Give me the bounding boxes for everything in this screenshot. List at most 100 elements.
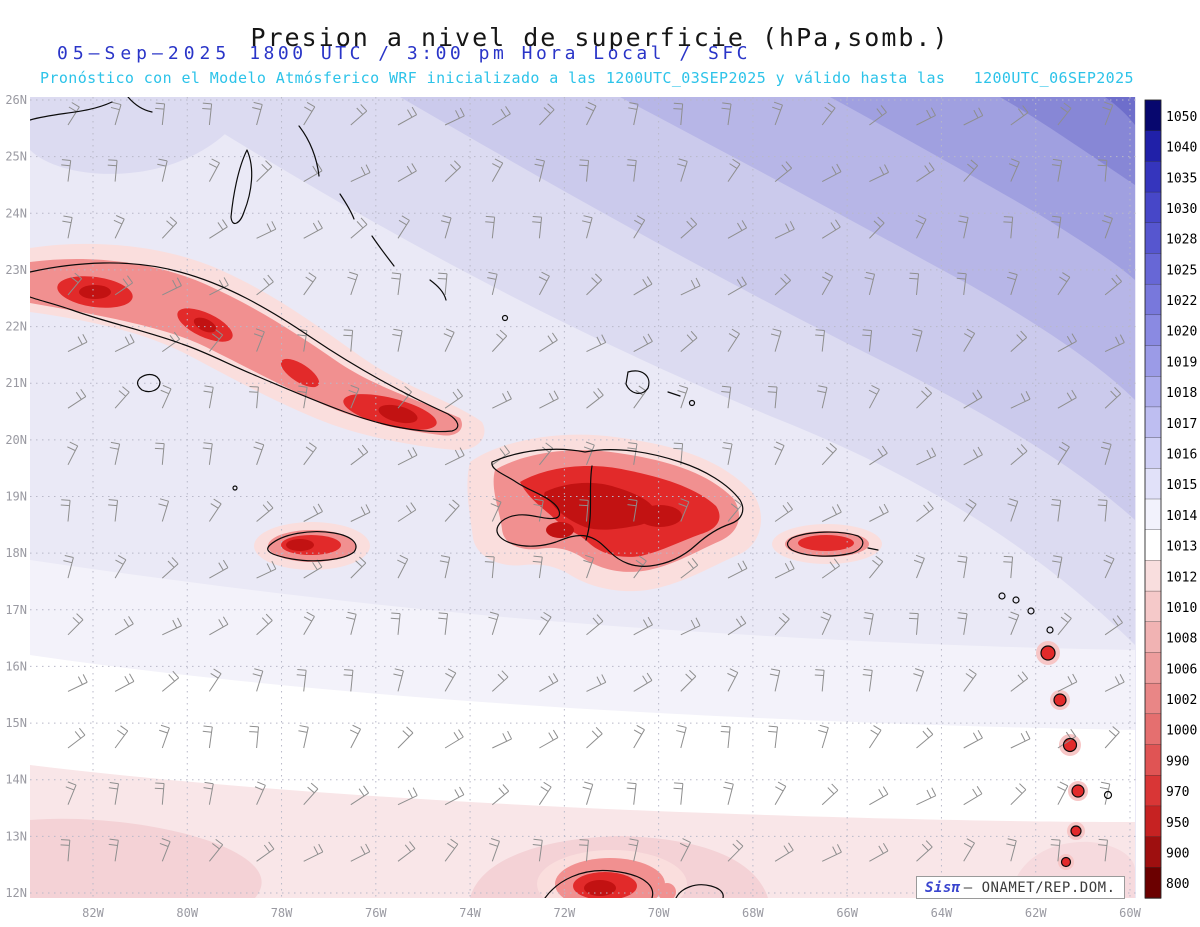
wind-barb (679, 838, 691, 862)
wind-barb (114, 673, 135, 692)
colorbar-cell-1019 (1144, 345, 1162, 377)
lat-label-23N: 23N (5, 263, 27, 277)
wind-barb (158, 498, 170, 522)
wind-barb (209, 329, 224, 352)
lesser-antilles-coastlines (998, 592, 1113, 868)
lat-label-17N: 17N (5, 603, 27, 617)
wind-barb (916, 107, 936, 126)
wind-barb (444, 160, 461, 182)
wind-barb (209, 616, 229, 636)
wind-barb (727, 276, 747, 296)
lon-label-72W: 72W (554, 906, 576, 920)
lat-label-16N: 16N (5, 659, 27, 673)
colorbar-cell-1022 (1144, 283, 1162, 316)
wind-barb (538, 781, 552, 805)
wind-barb (303, 102, 316, 126)
lon-label-70W: 70W (648, 906, 670, 920)
wind-barb (633, 215, 646, 239)
pressure-band-1020 (830, 97, 1135, 280)
wind-barb (673, 442, 684, 465)
lat-label-18N: 18N (5, 546, 27, 560)
wind-barb (774, 161, 793, 182)
wind-barb (916, 162, 935, 183)
eleuthera-coastline (298, 125, 320, 177)
paraguana-coastline (675, 884, 724, 898)
wind-barb (208, 668, 222, 692)
colorbar-cell-1040 (1144, 130, 1162, 163)
model-info-line: Pronóstico con el Modelo Atmósferico WRF… (40, 69, 1134, 87)
wind-barb (397, 502, 417, 522)
wind-barb (1010, 444, 1028, 466)
wind-barb (869, 786, 889, 806)
wind-barb (346, 611, 357, 635)
colorbar-cell-1014 (1144, 498, 1162, 531)
wind-barb (489, 838, 500, 862)
colorbar-cell-1013 (1144, 529, 1162, 562)
wind-barb (397, 447, 418, 466)
wind-barb (303, 220, 323, 239)
wind-barb (202, 725, 213, 749)
colorbar-label-1002: 1002 (1166, 693, 1197, 708)
wind-barb (488, 611, 499, 635)
mayaguana-coastline (501, 314, 509, 322)
wind-barb (1104, 274, 1122, 296)
wind-barb (720, 725, 731, 749)
wind-barb (963, 498, 977, 522)
wind-barb (862, 329, 873, 352)
wind-barb (1010, 105, 1029, 126)
lon-label-78W: 78W (271, 906, 293, 920)
wind-barb (161, 557, 179, 579)
wind-barb (821, 163, 842, 183)
wind-barb (391, 272, 402, 295)
wind-barb (633, 616, 653, 636)
wind-barb (208, 158, 220, 182)
wind-barb (110, 101, 122, 126)
wind-barb (492, 106, 511, 126)
wind-barb (61, 159, 72, 182)
wind-barb (350, 444, 369, 466)
wind-barb (113, 215, 125, 239)
wind-barb (437, 272, 448, 295)
grid-lines (30, 97, 1136, 898)
wind-barb (303, 442, 317, 466)
lon-label-68W: 68W (742, 906, 764, 920)
wind-barb (582, 781, 594, 805)
wind-barb (582, 215, 593, 239)
lon-label-82W: 82W (82, 906, 104, 920)
wind-barb (532, 838, 543, 862)
wind-barb (774, 842, 794, 862)
wind-barb (397, 787, 418, 806)
wind-barb (252, 101, 263, 126)
watermark-org: – ONAMET/REP.DOM. (963, 879, 1116, 896)
colorbar-cell-1030 (1144, 191, 1162, 224)
wind-barb (814, 669, 825, 692)
wind-barb (492, 730, 512, 749)
pressure-patch-nw-1017 (30, 97, 250, 174)
wind-barb (60, 839, 71, 862)
wind-barb (963, 159, 979, 182)
wind-barb (114, 275, 134, 296)
wind-barb (1100, 441, 1112, 465)
wind-barb (677, 384, 689, 409)
colorbar-label-1012: 1012 (1166, 570, 1197, 585)
wind-barb (633, 385, 647, 409)
wind-barb (1057, 102, 1072, 126)
wind-barb (678, 498, 690, 522)
wind-barb (913, 668, 925, 692)
wind-barb (350, 843, 371, 862)
colorbar-cell-1018 (1144, 376, 1162, 408)
wind-barb (444, 729, 464, 749)
colorbar-cell-1012 (1144, 560, 1162, 592)
wind-barb (821, 558, 840, 579)
lat-label-24N: 24N (5, 206, 27, 220)
wind-barb-field (60, 101, 1125, 862)
wind-barb (444, 388, 463, 409)
wind-barb (109, 441, 121, 465)
colorbar-cell-1050 (1144, 99, 1162, 132)
colorbar-cell-1002 (1144, 682, 1162, 715)
wind-barb (487, 271, 498, 296)
wind-barb (1098, 838, 1109, 862)
wind-barb (161, 216, 178, 239)
jamaica-coastline (267, 531, 357, 562)
